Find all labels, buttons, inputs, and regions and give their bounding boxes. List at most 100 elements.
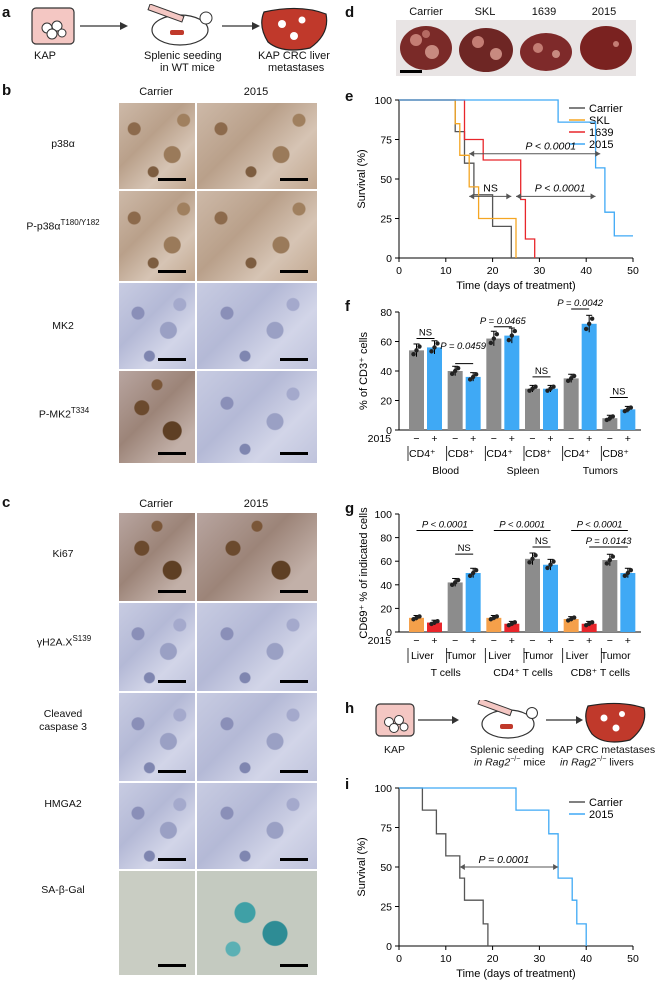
ihc-b-mk2-2015 xyxy=(196,282,318,370)
liver-icon xyxy=(585,702,646,743)
series-line-carrier xyxy=(399,787,489,946)
group-label: CD4⁺ xyxy=(409,448,436,460)
group-label: CD8⁺ xyxy=(448,448,475,460)
significance-label: NS xyxy=(458,543,471,554)
b-col-2015: 2015 xyxy=(243,86,269,98)
ihc-c-casp3-2015 xyxy=(196,692,318,782)
significance-label: NS xyxy=(612,387,625,398)
b-row-p-p38a-text: P-p38α xyxy=(26,220,61,233)
group-label: Tumor xyxy=(601,650,631,662)
scale-bar xyxy=(280,358,308,361)
data-point xyxy=(551,559,556,564)
legend-label: 1639 xyxy=(589,127,613,139)
data-point xyxy=(512,620,518,625)
data-point xyxy=(610,554,616,559)
significance-label: NS xyxy=(535,536,548,547)
bar xyxy=(543,564,558,632)
b-row-p-mk2-sup: T334 xyxy=(70,406,90,415)
data-point xyxy=(625,570,631,576)
dish-icon xyxy=(375,703,415,737)
ns-label: NS xyxy=(483,182,498,194)
group-label: Tumor xyxy=(446,650,476,662)
data-point xyxy=(470,570,476,576)
d-label-carrier: Carrier xyxy=(409,6,443,18)
panel-letter-h: h xyxy=(345,700,355,717)
data-point xyxy=(470,374,476,380)
bar xyxy=(525,558,540,632)
x-tick-label: 50 xyxy=(627,953,639,965)
data-point xyxy=(533,553,538,558)
series-line-2015 xyxy=(399,99,633,237)
bar xyxy=(427,622,442,632)
y-tick-label: 25 xyxy=(380,902,392,914)
h-label-kap: KAP xyxy=(384,744,406,756)
y-tick-label: 100 xyxy=(374,95,392,107)
data-point xyxy=(455,577,461,583)
ihc-b-pp38a-carrier xyxy=(118,190,196,282)
bar xyxy=(581,623,597,632)
data-point xyxy=(604,561,610,566)
sign-label: − xyxy=(568,635,574,647)
scale-bar xyxy=(158,858,186,861)
bar xyxy=(447,371,463,430)
label-kap: KAP xyxy=(34,50,57,62)
data-point xyxy=(452,368,458,374)
bar xyxy=(486,617,502,632)
significance-label: P = 0.0042 xyxy=(557,298,604,309)
x-tick-label: 20 xyxy=(487,265,499,277)
scale-bar xyxy=(280,270,308,273)
c-row-yh2ax: γH2A.XS139 xyxy=(12,632,116,650)
scale-bar xyxy=(280,964,308,967)
treatment-label: 2015 xyxy=(368,635,392,647)
significance-label: P = 0.0465 xyxy=(480,316,527,327)
data-point xyxy=(494,614,500,619)
arrow-head xyxy=(459,864,465,870)
dish-icon xyxy=(31,7,75,45)
data-point xyxy=(506,337,512,343)
cell-type-label: CD4⁺ T cells xyxy=(493,667,552,679)
bar xyxy=(563,378,579,430)
sign-label: + xyxy=(431,433,437,445)
scale-bar xyxy=(158,964,186,967)
bar xyxy=(525,388,540,430)
b-row-p-mk2-text: P-MK2 xyxy=(38,408,71,421)
liver-photo-skl xyxy=(459,28,513,72)
y-tick-label: 100 xyxy=(374,509,392,521)
ihc-b-pmk2-carrier xyxy=(118,370,196,464)
group-label: CD4⁺ xyxy=(564,448,591,460)
data-point xyxy=(628,405,634,410)
sign-label: − xyxy=(529,433,535,445)
sign-label: − xyxy=(413,433,419,445)
scale-bar xyxy=(158,452,186,455)
survival-chart-i: 0 25 50 75 100 0 10 20 30 40 50 Time (days of treat… xyxy=(356,783,639,980)
data-point xyxy=(610,414,616,419)
data-point xyxy=(467,377,473,382)
c-col-2015: 2015 xyxy=(243,498,269,510)
ihc-c-sabgal-carrier xyxy=(118,870,196,976)
b-col-carrier: Carrier xyxy=(139,86,173,98)
ihc-c-hmga2-carrier xyxy=(118,782,196,870)
liver-photo-2015 xyxy=(580,26,632,70)
data-point xyxy=(414,348,419,353)
data-point xyxy=(512,328,518,334)
scale-bar xyxy=(280,178,308,181)
data-point xyxy=(530,556,535,562)
data-point xyxy=(417,614,422,619)
group-label: Liver xyxy=(488,650,511,662)
liver-photo-1639 xyxy=(520,33,572,71)
bar xyxy=(427,347,442,430)
b-row-p-mk2: P-MK2T334 xyxy=(14,404,114,422)
significance-label: P < 0.0001 xyxy=(577,520,623,531)
significance-label: P = 0.0143 xyxy=(586,536,633,547)
group-label: CD4⁺ xyxy=(486,448,513,460)
h-label-kap-crc: KAP CRC metastases xyxy=(552,744,656,756)
y-tick-label: 50 xyxy=(380,174,392,186)
treatment-label: 2015 xyxy=(368,433,392,445)
data-point xyxy=(571,373,577,379)
bar xyxy=(543,388,558,430)
h-rag2-sup: −/− xyxy=(510,756,521,763)
bar xyxy=(504,623,520,632)
y-axis-label: Survival (%) xyxy=(356,149,368,208)
label-in-wt-mice: in WT mice xyxy=(160,62,215,74)
data-point xyxy=(551,384,556,389)
